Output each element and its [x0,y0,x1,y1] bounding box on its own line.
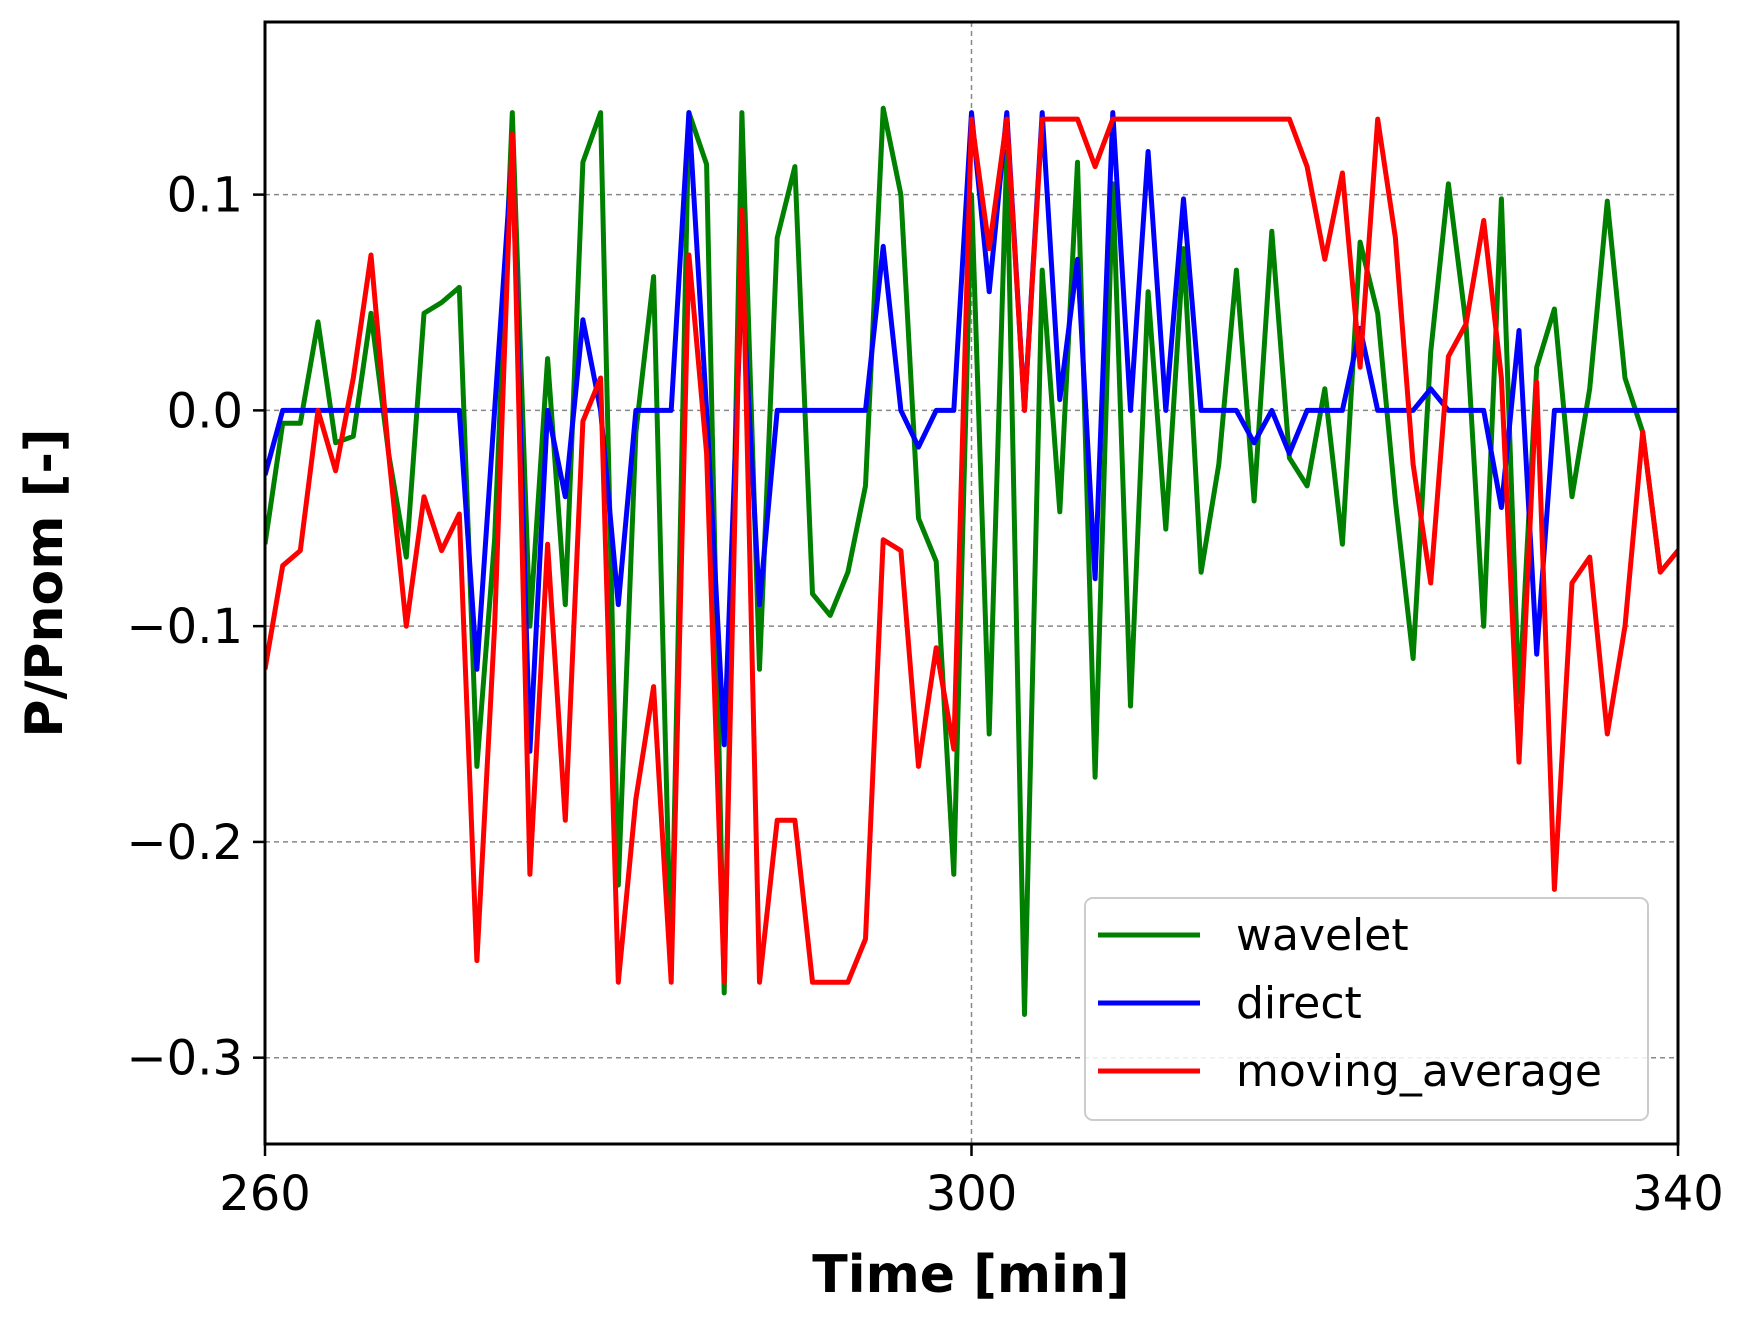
y-tick-label: −0.1 [126,599,243,655]
y-tick-label: 0.1 [167,168,243,224]
legend-entry: moving_average [1236,1046,1602,1097]
series-line-wavelet [265,105,1663,1017]
x-tick-label: 260 [219,1166,311,1222]
x-axis-label: Time [min] [812,1245,1129,1305]
y-axis-label: P/Pnom [-] [15,428,75,737]
series-line-moving-average [265,116,1678,985]
x-tick-label: 300 [926,1166,1018,1222]
y-tick-label: 0.0 [167,383,243,439]
x-axis: 260 300 340 [219,1144,1724,1222]
y-axis: 0.1 0.0 −0.1 −0.2 −0.3 [126,168,265,1087]
legend-entry: wavelet [1236,910,1409,961]
x-tick-label: 340 [1632,1166,1724,1222]
y-tick-label: −0.3 [126,1031,243,1087]
y-tick-label: −0.2 [126,815,243,871]
legend-entry: direct [1236,978,1362,1029]
series-layer [265,105,1678,1017]
legend: wavelet direct moving_average [1084,897,1649,1121]
legend-box [1084,897,1649,1121]
